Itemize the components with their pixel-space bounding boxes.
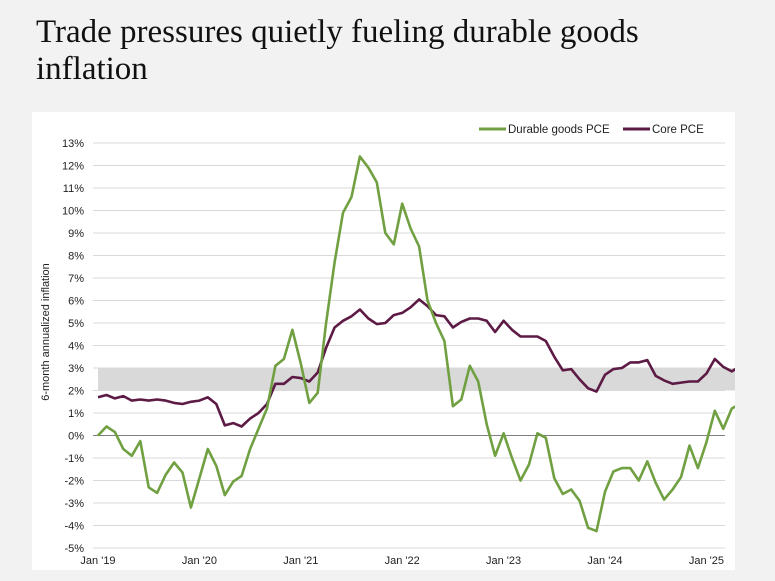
y-tick-label: -4% — [64, 521, 84, 533]
y-tick-label: 1% — [68, 408, 84, 420]
y-tick-label: 2% — [68, 386, 84, 398]
chart-panel: 13% 12% 11% 10% 9% 8% 7% 6% 5% 4% 3% 2% 1% 0% -1% -2% -3… — [32, 112, 735, 570]
x-tick-label: Jan '19 — [80, 555, 115, 567]
x-tick-label: Jan '22 — [385, 555, 420, 567]
y-tick-label: 5% — [68, 318, 84, 330]
y-tick-label: 0% — [68, 431, 84, 443]
y-tick-label: 10% — [62, 206, 84, 218]
y-tick-label: 4% — [68, 341, 84, 353]
x-tick-label: Jan '20 — [182, 555, 217, 567]
series-line-durable-goods-pce — [97, 155, 735, 533]
y-tick-label: -3% — [64, 498, 84, 510]
legend: Durable goods PCE Core PCE — [479, 124, 704, 136]
legend-label-core-pce: Core PCE — [652, 124, 704, 136]
series-line-core-pce — [97, 298, 735, 428]
x-tick-label: Jan '23 — [486, 555, 521, 567]
y-axis-label: 6-month annualized inflation — [40, 263, 52, 401]
y-tick-label: 11% — [63, 183, 84, 195]
y-tick-label: 9% — [68, 228, 84, 240]
y-tick-label: 8% — [68, 251, 84, 263]
page-title: Trade pressures quietly fueling durable … — [36, 14, 639, 87]
y-tick-label: 13% — [62, 138, 84, 150]
line-chart: 13% 12% 11% 10% 9% 8% 7% 6% 5% 4% 3% 2% 1% 0% -1% -2% -3… — [40, 124, 735, 567]
y-tick-label: -5% — [64, 543, 84, 555]
y-tick-label: 6% — [68, 296, 84, 308]
x-tick-label: Jan '24 — [587, 555, 622, 567]
x-tick-label: Jan '21 — [283, 555, 318, 567]
y-tick-label: -2% — [64, 476, 84, 488]
x-tick-label: Jan '25 — [689, 555, 724, 567]
y-tick-label: 7% — [68, 273, 84, 285]
y-tick-label: 12% — [62, 161, 84, 173]
target-range-band — [98, 368, 735, 391]
y-tick-label: -1% — [64, 453, 84, 465]
legend-label-durable-goods: Durable goods PCE — [508, 124, 610, 136]
y-tick-label: 3% — [68, 363, 84, 375]
